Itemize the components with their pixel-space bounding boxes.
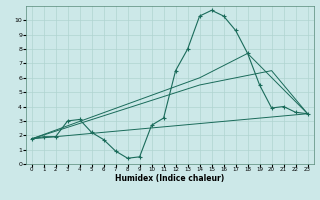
X-axis label: Humidex (Indice chaleur): Humidex (Indice chaleur): [115, 174, 224, 183]
